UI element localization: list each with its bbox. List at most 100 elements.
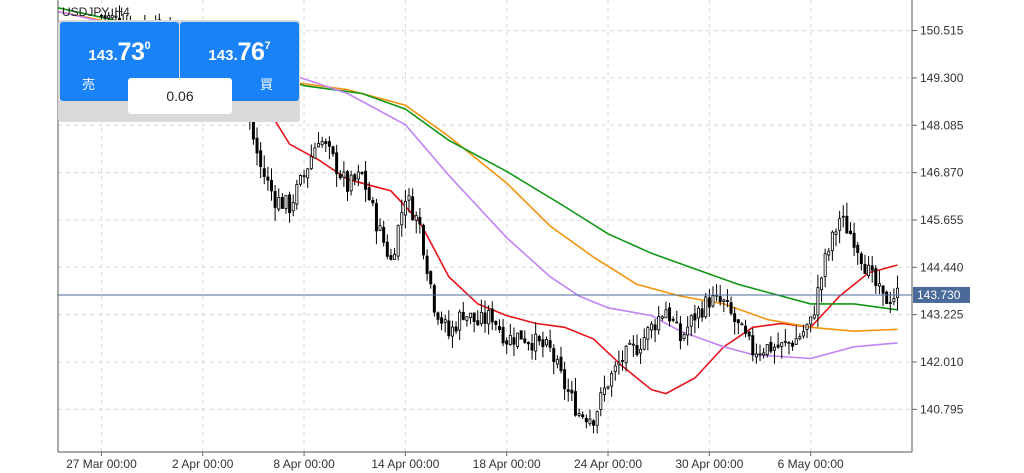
candle-body [859, 253, 863, 264]
candle-body [870, 265, 874, 271]
candle-body [805, 324, 809, 331]
candle-body [660, 316, 664, 319]
candle-body [570, 389, 574, 394]
candle-body [450, 326, 454, 337]
candle-body [458, 311, 462, 331]
candle-body [577, 413, 581, 416]
candle-body [762, 352, 766, 356]
sell-price-fraction: 0 [144, 40, 151, 52]
x-tick-label: 14 Apr 00:00 [371, 457, 439, 471]
x-tick-label: 8 Apr 00:00 [273, 457, 335, 471]
candle-body [649, 323, 653, 331]
candle-body [747, 331, 751, 337]
candle-body [371, 200, 375, 204]
candle-body [505, 340, 509, 345]
candle-body [262, 168, 266, 177]
sell-price-prefix: 143. [88, 47, 118, 64]
current-price-label: 143.730 [917, 288, 961, 302]
candle-body [783, 340, 787, 343]
candle-body [432, 285, 436, 313]
candle-body [845, 215, 849, 234]
candle-body [675, 321, 679, 324]
candle-body [885, 291, 889, 304]
candle-body [107, 15, 111, 19]
candle-body [421, 224, 425, 256]
candle-body [707, 297, 711, 308]
candle-body [791, 342, 795, 347]
candle-body [313, 147, 317, 159]
candle-body [588, 418, 592, 425]
candle-body [780, 342, 784, 347]
candle-body [483, 312, 487, 324]
candle-body [801, 331, 805, 337]
candle-body [320, 141, 324, 146]
candle-body [490, 308, 494, 323]
candle-body [697, 307, 700, 319]
candle-body [628, 342, 632, 345]
candle-body [360, 172, 364, 174]
candle-body [259, 150, 263, 168]
candle-body [610, 372, 614, 387]
candle-body [338, 173, 342, 179]
candle-body [114, 15, 118, 18]
candle-body [740, 323, 744, 326]
candle-body [407, 195, 411, 201]
candle-body [729, 302, 733, 314]
candle-body [881, 285, 885, 294]
candle-body [758, 353, 762, 356]
candle-body [635, 345, 639, 356]
symbol-timeframe-label: USDJPY, H4 [62, 5, 130, 19]
sell-label: 売 [82, 77, 96, 92]
candle-body [639, 348, 643, 354]
candle-body [874, 268, 878, 287]
candle-body [617, 362, 621, 366]
candle-body [841, 215, 845, 218]
candle-body [298, 175, 302, 185]
x-tick-label: 24 Apr 00:00 [574, 457, 642, 471]
candle-body [816, 287, 820, 316]
candle-body [664, 309, 668, 319]
candle-body [566, 389, 570, 392]
candle-body [704, 296, 708, 318]
y-tick-label: 148.085 [920, 118, 964, 132]
y-tick-label: 140.795 [920, 402, 964, 416]
candle-body [892, 298, 896, 303]
candle-body [613, 365, 617, 373]
candle-body [736, 319, 740, 324]
candle-body [711, 295, 715, 307]
candle-body [581, 414, 585, 418]
candle-body [602, 387, 606, 395]
candle-body [382, 226, 386, 243]
y-tick-label: 144.440 [920, 260, 964, 274]
candle-body [563, 369, 567, 390]
x-tick-label: 30 Apr 00:00 [675, 457, 743, 471]
candle-body [754, 353, 758, 358]
candle-body [552, 348, 556, 363]
candle-body [425, 255, 429, 275]
x-tick-label: 6 May 00:00 [778, 457, 844, 471]
candle-body [512, 337, 516, 345]
sell-price-pips: 73 [117, 38, 145, 66]
candle-body [497, 325, 501, 331]
candle-body [378, 225, 382, 231]
candle-body [436, 312, 440, 320]
candle-body [595, 411, 599, 426]
candle-body [718, 296, 722, 303]
buy-label: 買 [259, 77, 273, 92]
candle-body [668, 307, 672, 322]
candle-body [548, 340, 552, 348]
candle-body [751, 335, 755, 356]
candle-body [393, 253, 397, 260]
candle-body [856, 244, 860, 253]
candle-body [725, 299, 729, 302]
candle-body [411, 196, 415, 221]
candle-body [526, 342, 530, 345]
y-tick-label: 143.225 [920, 308, 964, 322]
candle-body [335, 152, 339, 175]
candle-body [867, 264, 871, 277]
candle-body [852, 232, 856, 248]
candle-body [682, 334, 686, 340]
y-tick-label: 145.655 [920, 213, 964, 227]
candle-body [519, 330, 523, 340]
